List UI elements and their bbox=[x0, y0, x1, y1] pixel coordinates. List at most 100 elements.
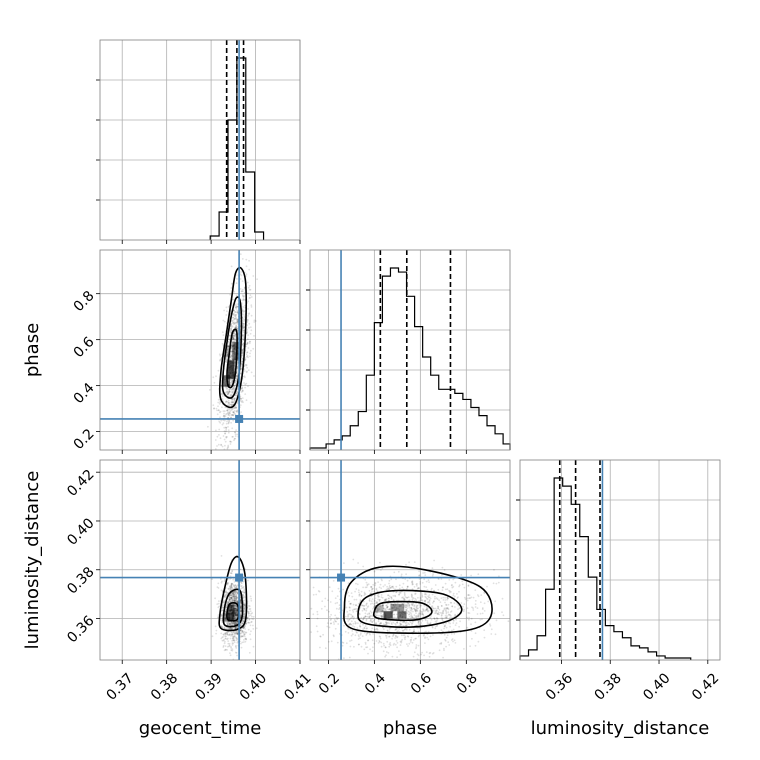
sample-point bbox=[413, 607, 416, 610]
sample-point bbox=[233, 348, 236, 350]
sample-point bbox=[242, 627, 245, 630]
sample-point bbox=[232, 337, 235, 339]
sample-point bbox=[231, 353, 234, 355]
sample-point bbox=[395, 640, 398, 642]
sample-point bbox=[428, 596, 431, 599]
sample-point bbox=[242, 620, 245, 623]
sample-point bbox=[444, 624, 447, 627]
sample-point bbox=[249, 614, 252, 617]
sample-point bbox=[417, 615, 419, 617]
sample-point bbox=[426, 636, 428, 639]
sample-point bbox=[235, 322, 238, 324]
sample-point bbox=[395, 635, 397, 637]
sample-point bbox=[366, 613, 369, 616]
sample-point bbox=[416, 609, 418, 612]
sample-point bbox=[234, 327, 237, 329]
sample-point bbox=[227, 622, 229, 625]
sample-point bbox=[226, 620, 228, 623]
sample-point bbox=[417, 630, 420, 633]
sample-point bbox=[406, 603, 409, 606]
sample-point bbox=[353, 616, 355, 619]
sample-point bbox=[234, 613, 237, 616]
sample-point bbox=[231, 355, 234, 358]
sample-point bbox=[233, 343, 236, 345]
sample-point bbox=[405, 573, 407, 576]
sample-point bbox=[363, 591, 366, 594]
sample-point bbox=[241, 397, 244, 399]
sample-point bbox=[241, 326, 244, 329]
sample-point bbox=[406, 586, 409, 588]
sample-point bbox=[240, 363, 243, 365]
sample-point bbox=[232, 411, 234, 413]
sample-point bbox=[403, 593, 406, 595]
sample-point bbox=[422, 608, 424, 610]
sample-point bbox=[431, 607, 434, 609]
sample-point bbox=[242, 620, 245, 622]
sample-point bbox=[446, 596, 449, 599]
sample-point bbox=[399, 590, 402, 593]
sample-point bbox=[441, 589, 444, 591]
sample-point bbox=[411, 603, 413, 606]
sample-point bbox=[436, 605, 439, 608]
sample-point bbox=[232, 344, 235, 347]
sample-point bbox=[427, 622, 430, 625]
sample-point bbox=[344, 630, 347, 633]
sample-point bbox=[385, 637, 388, 639]
sample-point bbox=[233, 597, 236, 600]
sample-point bbox=[481, 607, 484, 609]
sample-point bbox=[234, 620, 237, 623]
sample-point bbox=[415, 615, 417, 617]
sample-point bbox=[250, 306, 253, 308]
sample-point bbox=[240, 581, 243, 584]
sample-point bbox=[376, 602, 378, 604]
sample-point bbox=[387, 594, 390, 597]
sample-point bbox=[380, 622, 383, 625]
sample-point bbox=[234, 322, 237, 324]
sample-point bbox=[330, 613, 332, 616]
sample-point bbox=[359, 599, 362, 601]
sample-point bbox=[233, 309, 236, 312]
sample-point bbox=[228, 634, 230, 636]
sample-point bbox=[382, 650, 385, 653]
sample-point bbox=[217, 616, 219, 619]
sample-point bbox=[380, 610, 383, 613]
sample-point bbox=[373, 642, 376, 645]
sample-point bbox=[247, 369, 250, 372]
sample-point bbox=[246, 351, 249, 354]
sample-point bbox=[227, 348, 230, 351]
sample-point bbox=[247, 286, 250, 289]
sample-point bbox=[230, 645, 232, 648]
sample-point bbox=[456, 597, 459, 599]
sample-point bbox=[349, 609, 351, 612]
sample-point bbox=[352, 625, 354, 627]
sample-point bbox=[468, 616, 470, 619]
sample-point bbox=[234, 607, 237, 610]
sample-point bbox=[245, 638, 248, 640]
sample-point bbox=[406, 635, 409, 638]
sample-point bbox=[403, 636, 406, 639]
sample-point bbox=[248, 312, 251, 315]
sample-point bbox=[408, 613, 411, 615]
sample-point bbox=[231, 644, 234, 646]
sample-point bbox=[234, 627, 237, 630]
sample-point bbox=[250, 296, 253, 298]
sample-point bbox=[450, 584, 453, 587]
sample-point bbox=[235, 595, 238, 597]
sample-point bbox=[246, 370, 248, 373]
sample-point bbox=[443, 649, 445, 652]
sample-point bbox=[360, 594, 363, 597]
sample-point bbox=[248, 259, 251, 262]
sample-point bbox=[385, 621, 387, 624]
sample-point bbox=[217, 405, 219, 408]
sample-point bbox=[425, 597, 428, 600]
sample-point bbox=[226, 603, 229, 605]
sample-point bbox=[422, 572, 424, 574]
sample-point bbox=[338, 608, 340, 610]
sample-point bbox=[243, 607, 246, 610]
sample-point bbox=[236, 641, 239, 644]
sample-point bbox=[231, 358, 234, 361]
sample-point bbox=[224, 640, 226, 643]
sample-point bbox=[230, 631, 233, 634]
sample-point bbox=[345, 642, 348, 645]
sample-point bbox=[432, 634, 434, 636]
